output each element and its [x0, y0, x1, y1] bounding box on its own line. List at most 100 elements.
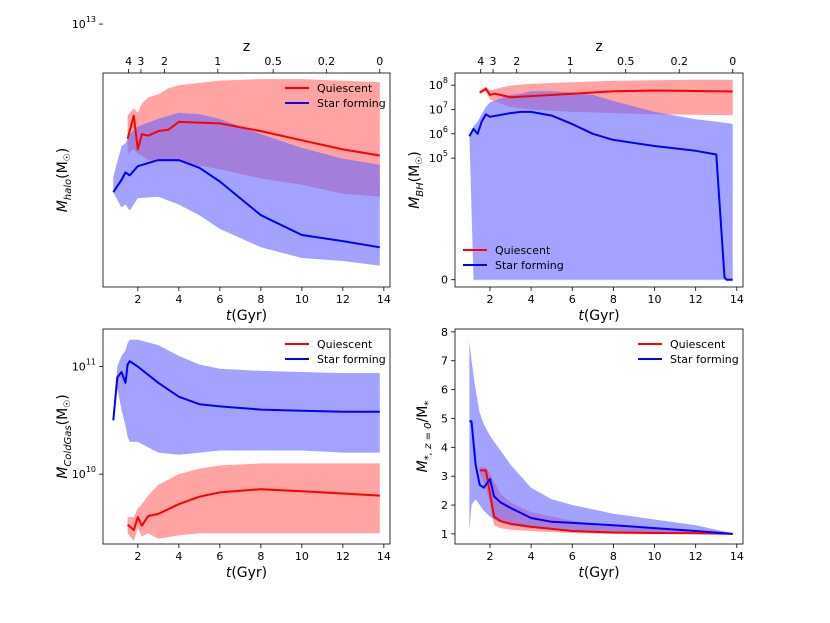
- y-axis-label-sub: halo: [63, 179, 74, 200]
- y-tick-exponent: 5: [443, 149, 448, 158]
- x-tick-label: 10: [648, 293, 662, 306]
- x-tick-label: 12: [336, 550, 350, 563]
- x-axis-label-unit: (Gyr): [584, 565, 620, 581]
- z-tick-label: 1: [567, 55, 574, 68]
- x-tick-label: 10: [295, 550, 309, 563]
- x-axis-label: t(Gyr): [578, 308, 619, 324]
- y-tick-label: 8: [441, 326, 448, 339]
- y-tick-base: 5: [441, 412, 448, 425]
- line-quiescent: [479, 87, 733, 99]
- legend-label: Star forming: [317, 353, 386, 366]
- line-star-forming: [112, 159, 380, 249]
- y-axis-label-star: *: [423, 401, 434, 406]
- x-tick-label: 2: [134, 293, 141, 306]
- x-tick-label: 8: [610, 293, 617, 306]
- y-tick-base: 10: [72, 361, 86, 374]
- panel-coldgas: 2 4 6 8 10 12 14t(Gyr)10101011MColdGas(M☉)Quie…: [55, 328, 391, 581]
- x-axis-label-var: t: [226, 308, 232, 324]
- band-quiescent: [127, 463, 380, 541]
- y-tick-label: 7: [441, 355, 448, 368]
- y-axis-label-sun: ☉: [415, 157, 425, 165]
- x-tick-label: 12: [689, 293, 703, 306]
- legend: Quiescent Star forming: [285, 82, 386, 110]
- z-tick-label: 2: [161, 55, 168, 68]
- z-tick-label: 0.2: [318, 55, 336, 68]
- x-tick-label: 4: [528, 550, 535, 563]
- z-tick-label: 2: [513, 55, 520, 68]
- x-tick-label: 14: [730, 550, 744, 563]
- x-tick-label: 8: [610, 550, 617, 563]
- y-axis-label-var: M: [407, 197, 423, 209]
- z-tick-label: 0: [729, 55, 736, 68]
- legend-label: Star forming: [317, 97, 386, 110]
- y-axis-label-var: M: [55, 467, 71, 479]
- y-axis-label: MBH(M☉): [407, 151, 426, 209]
- z-tick-label: 4: [477, 55, 484, 68]
- y-tick-base: 10: [429, 152, 443, 165]
- z-tick-label: 0.2: [670, 55, 688, 68]
- y-tick-exponent: 6: [443, 125, 448, 134]
- y-tick-base: 3: [441, 470, 448, 483]
- plot-frame: [454, 72, 744, 288]
- y-axis-label: M*, z = 0/M*: [415, 401, 434, 473]
- y-tick-base: 4: [441, 441, 448, 454]
- legend-label: Star forming: [495, 259, 564, 272]
- y-tick-base: 10: [72, 18, 86, 31]
- y-axis-label-unit: (M: [407, 165, 423, 183]
- y-tick-label: 0: [441, 274, 448, 287]
- y-tick-base: 10: [429, 128, 443, 141]
- x-tick-label: 6: [216, 550, 223, 563]
- z-axis-label: z: [243, 39, 250, 55]
- plot-frame: [102, 328, 391, 545]
- y-axis-label-close: ): [55, 148, 71, 153]
- z-tick-label: 4: [125, 55, 132, 68]
- y-axis-label-close: ): [55, 394, 71, 399]
- y-tick-exponent: 11: [86, 358, 96, 367]
- legend-label: Quiescent: [495, 244, 551, 257]
- y-axis-label-sub: *, z = 0: [423, 422, 434, 460]
- x-axis-label-var: t: [578, 308, 584, 324]
- y-tick-label: 1011: [72, 358, 96, 374]
- y-tick-exponent: 7: [443, 100, 448, 109]
- y-tick-label: 105: [429, 149, 448, 165]
- z-tick-label: 0.5: [617, 55, 635, 68]
- legend-label: Quiescent: [317, 338, 373, 351]
- x-tick-label: 8: [257, 550, 264, 563]
- y-axis-label-sun: ☉: [63, 400, 73, 408]
- y-tick-base: 8: [441, 326, 448, 339]
- z-tick-label: 3: [490, 55, 497, 68]
- x-axis-label-unit: (Gyr): [231, 308, 267, 324]
- line-star-forming: [112, 360, 380, 421]
- y-tick-base: 1: [441, 528, 448, 541]
- y-tick-label: 1013: [72, 15, 96, 31]
- y-tick-label: 1: [441, 528, 448, 541]
- y-axis-label: Mhalo(M☉): [55, 148, 74, 213]
- y-axis-label-sub: BH: [415, 182, 426, 197]
- z-tick-label: 0: [376, 55, 383, 68]
- y-axis-label-var: M: [415, 460, 431, 472]
- y-tick-label: 6: [441, 384, 448, 397]
- x-axis-label: t(Gyr): [578, 565, 619, 581]
- band-star-forming: [469, 340, 733, 534]
- x-tick-label: 12: [336, 293, 350, 306]
- line-star-forming: [469, 420, 733, 535]
- band-star-forming: [113, 339, 380, 455]
- y-axis-label-unit: /M: [415, 406, 431, 423]
- x-axis-label-var: t: [578, 565, 584, 581]
- y-tick-exponent: 8: [443, 76, 448, 85]
- y-tick-base: 6: [441, 384, 448, 397]
- line-quiescent: [126, 114, 380, 157]
- y-axis-label-var: M: [55, 200, 71, 212]
- y-tick-base: 7: [441, 355, 448, 368]
- x-tick-label: 14: [377, 550, 391, 563]
- legend-label: Quiescent: [317, 82, 373, 95]
- x-tick-label: 12: [689, 550, 703, 563]
- z-tick-label: 1: [214, 55, 221, 68]
- y-tick-exponent: 13: [86, 15, 96, 24]
- y-tick-label: 4: [441, 441, 448, 454]
- y-axis-label-unit: (M: [55, 161, 71, 179]
- y-tick-base: 0: [441, 274, 448, 287]
